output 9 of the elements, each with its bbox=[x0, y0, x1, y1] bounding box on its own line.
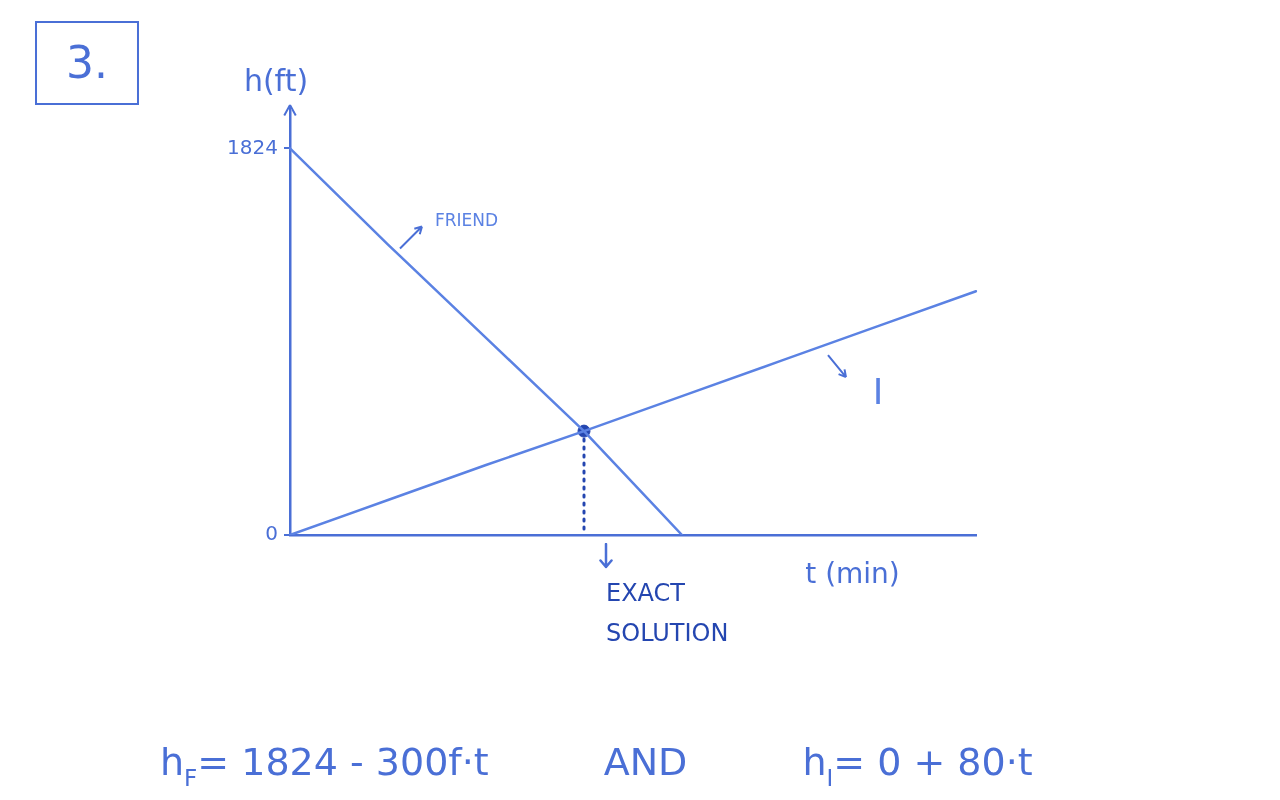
x-axis-title: t (min) bbox=[805, 557, 900, 590]
y-axis-title: h(ft) bbox=[243, 63, 309, 98]
chart-title: 3. bbox=[66, 37, 108, 88]
text: AND bbox=[603, 740, 688, 784]
text: EXACT SOLUTION bbox=[606, 579, 729, 647]
y-tick-label: 0 bbox=[265, 521, 278, 546]
text: FRIEND bbox=[435, 209, 499, 230]
series-label: I bbox=[872, 371, 884, 413]
y-tick-label: 1824 bbox=[227, 134, 278, 159]
